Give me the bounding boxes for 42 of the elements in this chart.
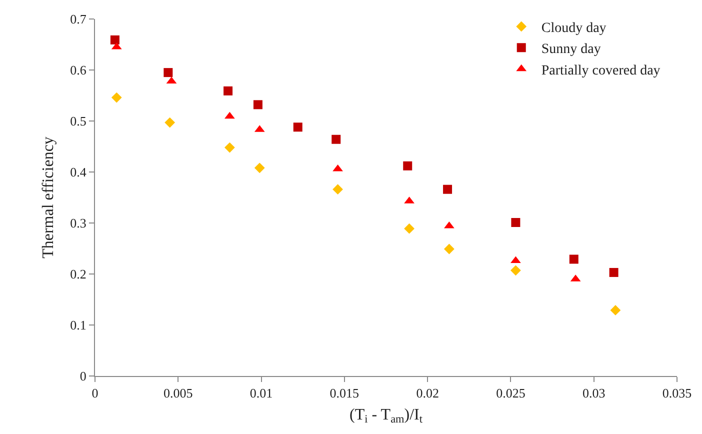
y-tick-label: 0.6	[70, 62, 87, 78]
x-tick-label: 0.015	[330, 386, 360, 401]
point	[224, 142, 235, 153]
point	[110, 35, 120, 44]
point	[403, 161, 412, 170]
point	[164, 117, 176, 128]
y-tick-label: 0.2	[70, 266, 86, 282]
point	[569, 254, 578, 264]
x-tick-label: 0	[92, 386, 98, 401]
y-tick-label: 0.1	[70, 318, 86, 333]
x-tick-label: 0.035	[662, 386, 692, 401]
point	[511, 218, 520, 227]
point	[609, 268, 618, 277]
point	[332, 164, 343, 172]
x-tick-label: 0.03	[582, 386, 606, 401]
point	[404, 223, 414, 234]
point	[610, 305, 621, 316]
x-tick-label: 0.025	[496, 386, 526, 401]
y-tick-label: 0.4	[70, 164, 87, 180]
point	[444, 244, 454, 254]
y-tick-label: 0.5	[70, 114, 86, 129]
legend-label: Partially covered day	[541, 63, 660, 78]
point	[332, 184, 343, 195]
point	[510, 265, 521, 276]
y-tick-label: 0.3	[70, 216, 86, 231]
point	[443, 184, 452, 194]
x-tick-label: 0.005	[164, 386, 193, 401]
point	[164, 68, 173, 78]
legend-label: Cloudy day	[541, 20, 606, 36]
point	[224, 86, 233, 96]
point	[253, 100, 262, 110]
legend-label: Sunny day	[541, 42, 601, 58]
point	[254, 162, 265, 174]
point	[293, 122, 302, 132]
x-axis-title: (T$_{i}$ - T$_{am}$)/I$_{t}$	[350, 406, 424, 426]
y-axis-title: Thermal efficiency	[40, 136, 58, 258]
x-tick-label: 0.01	[250, 386, 273, 401]
point	[111, 92, 122, 103]
point	[332, 134, 341, 144]
y-tick-label: 0	[80, 368, 86, 384]
x-tick-label: 0.02	[416, 386, 439, 401]
y-tick-label: 0.7	[70, 12, 87, 27]
